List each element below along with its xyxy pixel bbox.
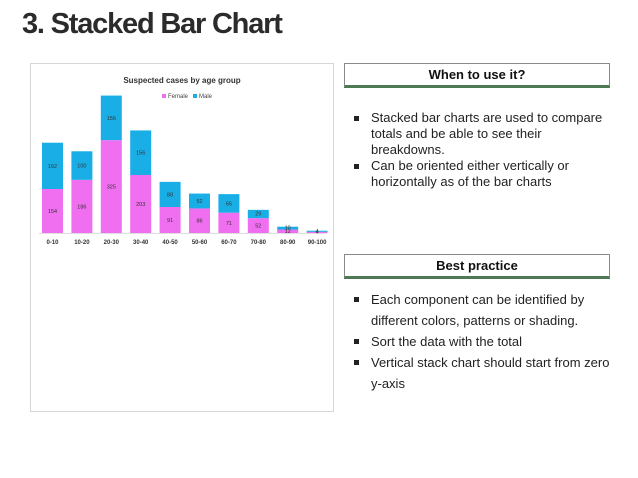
data-label-female-10-20: 186 <box>77 204 86 210</box>
data-label-female-40-50: 91 <box>167 218 173 224</box>
when-to-use-list: Stacked bar charts are used to compare t… <box>352 110 612 190</box>
slide-title: 3. Stacked Bar Chart <box>22 8 283 40</box>
data-label-female-70-80: 52 <box>255 224 261 230</box>
data-label-male-50-60: 52 <box>196 199 202 205</box>
bar-male-0-10 <box>42 142 63 189</box>
x-tick-label: 0-10 <box>46 240 59 246</box>
data-label-male-70-80: 29 <box>255 212 261 218</box>
bar-female-10-20 <box>71 179 93 233</box>
data-label-male-80-90: 10 <box>285 226 291 232</box>
data-label-female-30-40: 203 <box>136 202 145 208</box>
list-item: Each component can be identified by diff… <box>352 289 612 331</box>
chart-legend: Female Male <box>162 94 213 100</box>
best-practice-heading: Best practice <box>436 258 518 273</box>
data-label-male-40-50: 88 <box>167 192 173 198</box>
bar-male-50-60 <box>189 193 210 209</box>
bar-male-60-70 <box>218 194 240 213</box>
data-label-male-90-100: 4 <box>316 229 319 235</box>
x-tick-label: 70-80 <box>251 240 267 246</box>
bar-female-70-80 <box>247 218 269 233</box>
data-label-male-60-70: 65 <box>226 201 232 207</box>
x-tick-label: 40-50 <box>162 240 178 246</box>
when-to-use-heading: When to use it? <box>428 67 526 82</box>
bar-male-20-30 <box>100 95 122 141</box>
bar-male-70-80 <box>247 209 269 219</box>
stacked-bar-chart: Suspected cases by age group Female Male … <box>30 63 334 412</box>
bar-female-40-50 <box>159 207 181 233</box>
bar-male-10-20 <box>71 151 93 180</box>
bar-female-30-40 <box>130 175 152 233</box>
chart-canvas: Suspected cases by age group Female Male … <box>39 76 328 246</box>
x-tick-label: 60-70 <box>221 240 237 246</box>
data-label-male-10-20: 100 <box>77 164 86 170</box>
bar-male-80-90 <box>277 226 299 230</box>
x-axis-ticks: 0-10 10-20 20-30 30-40 40-50 50-60 60-70 70-80 8… <box>39 233 327 246</box>
x-tick-label: 10-20 <box>74 240 90 246</box>
data-label-female-50-60: 86 <box>196 219 202 225</box>
list-item: Stacked bar charts are used to compare t… <box>352 110 612 158</box>
when-to-use-header: When to use it? <box>344 63 610 88</box>
bar-male-30-40 <box>130 130 152 175</box>
bar-female-50-60 <box>189 208 210 233</box>
list-item: Vertical stack chart should start from z… <box>352 352 612 394</box>
legend-label-male: Male <box>199 94 213 100</box>
data-label-female-0-10: 154 <box>48 209 57 215</box>
bar-female-0-10 <box>42 189 63 233</box>
x-tick-label: 90-100 <box>308 240 327 246</box>
data-label-male-0-10: 162 <box>48 164 57 170</box>
bar-male-90-100 <box>306 230 328 232</box>
bar-male-40-50 <box>159 181 181 207</box>
chart-title: Suspected cases by age group <box>123 76 240 85</box>
data-label-female-60-70: 71 <box>226 221 232 227</box>
bar-female-20-30 <box>100 140 122 233</box>
x-tick-label: 50-60 <box>192 240 208 246</box>
best-practice-list: Each component can be identified by diff… <box>352 289 612 394</box>
list-item: Can be oriented either vertically or hor… <box>352 158 612 190</box>
data-label-female-80-90: 12 <box>285 229 291 235</box>
bar-female-80-90 <box>277 229 299 233</box>
legend-swatch-female <box>162 94 166 98</box>
chart-bars: 154 162 186 100 325 156 203 156 91 88 86 52 71 65 52 29… <box>42 95 328 236</box>
data-label-female-20-30: 325 <box>107 185 116 191</box>
bar-female-90-100 <box>306 231 328 233</box>
x-tick-label: 30-40 <box>133 240 149 246</box>
x-tick-label: 80-90 <box>280 240 296 246</box>
legend-swatch-male <box>193 94 197 98</box>
data-label-male-30-40: 156 <box>136 151 145 157</box>
data-label-male-20-30: 156 <box>107 116 116 122</box>
best-practice-header: Best practice <box>344 254 610 279</box>
x-tick-label: 20-30 <box>104 240 120 246</box>
list-item: Sort the data with the total <box>352 331 612 352</box>
data-label-female-90-100: 4 <box>316 230 319 236</box>
bar-female-60-70 <box>218 212 240 233</box>
legend-label-female: Female <box>168 94 189 100</box>
